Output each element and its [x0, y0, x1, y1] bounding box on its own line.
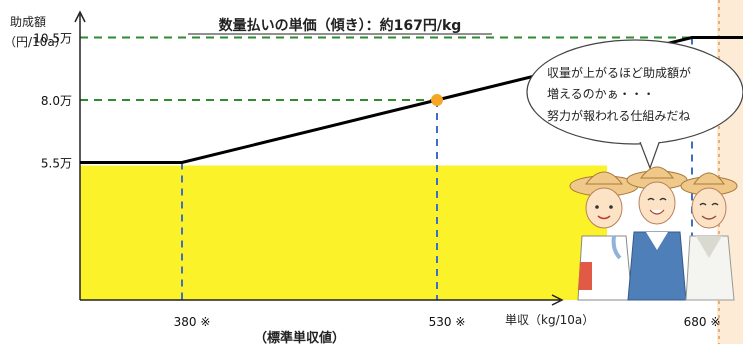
- y-axis-label: 助成額: [10, 15, 46, 29]
- x-axis-label: 単収（kg/10a）: [505, 313, 594, 327]
- three-farmers-illustration: [569, 166, 738, 301]
- highlight-point: [431, 94, 443, 106]
- standard-yield-label: （標準単収値）: [254, 330, 345, 344]
- x-axis-arrow: [551, 294, 564, 306]
- x-tick-label-2: 680 ※: [684, 315, 721, 329]
- y-tick-label-2: 10.5万: [33, 32, 72, 46]
- speech-bubble: 収量が上がるほど助成額が 増えるのかぁ・・・ 努力が報われる仕組みだね: [526, 39, 743, 170]
- y-axis-unit: （円/10a）: [4, 35, 67, 49]
- y-tick-label-1: 8.0万: [41, 94, 72, 108]
- tick-labels: 380 ※ 530 ※ 680 ※ 5.5万 8.0万 10.5万: [33, 32, 720, 330]
- series-line: [80, 36, 743, 164]
- bubble-line-1: 収量が上がるほど助成額が: [547, 65, 691, 80]
- chart-title: 数量払いの単価（傾き）：約167円/kg: [219, 17, 462, 34]
- x-tick-label-1: 530 ※: [429, 315, 466, 329]
- y-tick-label-0: 5.5万: [41, 157, 72, 171]
- bubble-line-3: 努力が報われる仕組みだね: [547, 108, 690, 123]
- fixed-payment-area: [80, 165, 607, 300]
- x-tick-label-0: 380 ※: [174, 315, 211, 329]
- y-axis-arrow: [74, 10, 86, 23]
- axes: [74, 10, 564, 306]
- bubble-line-2: 増えるのかぁ・・・: [547, 87, 655, 101]
